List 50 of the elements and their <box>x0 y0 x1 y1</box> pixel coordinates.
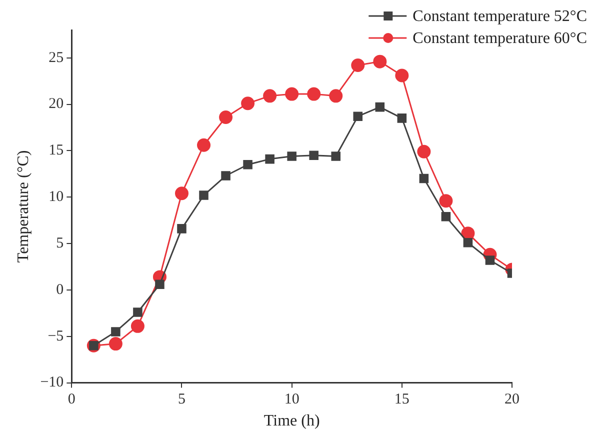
point <box>219 110 233 124</box>
point <box>177 224 186 234</box>
x-tick-label: 15 <box>394 392 410 408</box>
point <box>395 68 409 82</box>
point <box>133 308 142 317</box>
y-tick-label: 25 <box>48 50 64 66</box>
point <box>419 174 429 184</box>
y-tick-label: 20 <box>48 96 64 112</box>
point <box>485 256 495 265</box>
point <box>243 160 252 170</box>
legend-label: Constant temperature 52°C <box>412 8 587 26</box>
point <box>221 171 230 180</box>
x-tick-label: 10 <box>284 392 300 408</box>
point <box>417 144 431 158</box>
point <box>108 337 122 351</box>
point <box>155 280 164 290</box>
y-tick-label: −5 <box>48 328 64 344</box>
point <box>441 212 451 222</box>
point <box>130 319 144 333</box>
y-tick-label: 5 <box>56 235 64 252</box>
point <box>197 138 211 152</box>
point <box>463 238 473 248</box>
point <box>241 96 255 110</box>
point <box>309 150 318 160</box>
y-tick-label: 10 <box>48 189 64 206</box>
point <box>263 89 277 103</box>
point <box>265 154 274 164</box>
point <box>199 190 208 200</box>
x-tick-label: 5 <box>178 392 186 408</box>
x-axis-title: Time (h) <box>264 412 320 430</box>
point <box>439 194 453 208</box>
point <box>397 114 407 123</box>
y-axis-title: Temperature (°C) <box>14 150 32 263</box>
point <box>373 54 387 68</box>
point <box>375 102 385 112</box>
point <box>351 58 365 72</box>
y-tick-label: 0 <box>56 282 64 298</box>
point <box>287 152 296 161</box>
y-tick-label: 15 <box>48 142 64 159</box>
point <box>285 87 299 101</box>
x-tick-label: 0 <box>68 392 76 408</box>
legend-label: Constant temperature 60°C <box>412 30 587 48</box>
point <box>307 87 321 101</box>
y-tick-label: −10 <box>40 374 64 391</box>
point <box>331 152 341 161</box>
point <box>111 327 120 336</box>
x-tick-label: 20 <box>504 392 520 408</box>
point <box>353 112 363 121</box>
point <box>329 89 343 103</box>
point <box>174 186 188 200</box>
